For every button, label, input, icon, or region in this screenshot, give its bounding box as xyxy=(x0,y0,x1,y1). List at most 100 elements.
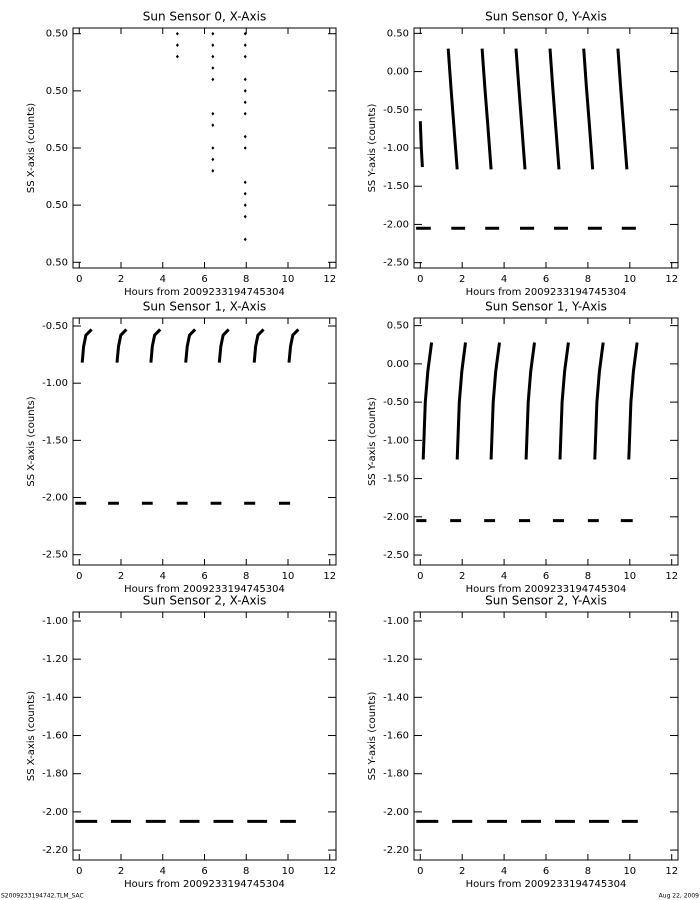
y-tick-label: 0.00 xyxy=(387,359,409,370)
x-tick-label: 6 xyxy=(543,866,549,877)
chart-title: Sun Sensor 1, Y-Axis xyxy=(485,300,607,314)
y-tick-label: -1.00 xyxy=(383,435,409,446)
y-tick-label: -1.50 xyxy=(42,435,68,446)
x-tick-label: 8 xyxy=(243,274,249,285)
x-tick-label: 6 xyxy=(201,274,207,285)
y-tick-label: -1.60 xyxy=(42,731,68,742)
y-tick-label: -1.80 xyxy=(42,769,68,780)
chart-title: Sun Sensor 1, X-Axis xyxy=(143,300,266,314)
x-tick-label: 0 xyxy=(417,866,423,877)
data-point xyxy=(211,157,215,162)
data-point xyxy=(243,77,247,82)
x-tick-label: 4 xyxy=(160,571,166,582)
y-tick-label: -1.00 xyxy=(42,616,68,627)
x-tick-label: 6 xyxy=(543,274,549,285)
data-point xyxy=(175,43,179,47)
x-tick-label: 4 xyxy=(501,274,507,285)
y-tick-label: -2.50 xyxy=(383,258,409,269)
data-point xyxy=(243,146,247,150)
data-point xyxy=(175,31,179,36)
x-tick-label: 2 xyxy=(459,274,465,285)
x-tick-label: 10 xyxy=(623,571,636,582)
y-tick-label: 0.50 xyxy=(46,257,68,268)
x-tick-label: 8 xyxy=(585,866,591,877)
data-point xyxy=(243,214,247,219)
x-tick-label: 10 xyxy=(623,274,636,285)
x-tick-label: 12 xyxy=(323,274,336,285)
x-tick-label: 6 xyxy=(201,866,207,877)
y-tick-label: 0.50 xyxy=(387,321,409,332)
data-point xyxy=(243,43,247,47)
data-trace xyxy=(416,48,636,230)
chart-title: Sun Sensor 0, Y-Axis xyxy=(485,10,607,24)
data-point xyxy=(211,66,215,70)
y-tick-label: -0.50 xyxy=(383,105,409,116)
y-axis-label: SS Y-axis (counts) xyxy=(367,103,378,192)
y-tick-label: -1.20 xyxy=(383,654,409,665)
data-point xyxy=(211,111,215,116)
data-point xyxy=(243,54,247,59)
x-tick-label: 8 xyxy=(585,274,591,285)
x-tick-label: 4 xyxy=(160,866,166,877)
data-point xyxy=(243,89,247,93)
x-tick-label: 0 xyxy=(417,274,423,285)
data-point xyxy=(243,134,247,139)
x-tick-label: 12 xyxy=(665,571,678,582)
data-point xyxy=(243,31,247,36)
y-tick-label: 0.00 xyxy=(387,67,409,78)
x-tick-label: 12 xyxy=(323,571,336,582)
y-axis-label: SS X-axis (counts) xyxy=(26,103,37,193)
y-tick-label: 0.50 xyxy=(46,29,68,40)
x-tick-label: 10 xyxy=(623,866,636,877)
x-axis-label: Hours from 2009233194745304 xyxy=(466,879,627,890)
y-tick-label: 0.50 xyxy=(46,86,68,97)
x-tick-label: 2 xyxy=(459,866,465,877)
data-trace xyxy=(416,342,639,523)
y-tick-label: -2.00 xyxy=(383,219,409,230)
x-tick-label: 4 xyxy=(501,571,507,582)
y-tick-label: -2.20 xyxy=(42,845,68,856)
y-tick-label: -1.60 xyxy=(383,731,409,742)
x-tick-label: 6 xyxy=(201,571,207,582)
y-tick-label: -1.50 xyxy=(383,181,409,192)
y-tick-label: -1.00 xyxy=(383,143,409,154)
data-point xyxy=(243,180,247,185)
x-tick-label: 0 xyxy=(76,866,82,877)
data-trace xyxy=(75,328,300,505)
x-tick-label: 12 xyxy=(665,274,678,285)
y-tick-label: -1.20 xyxy=(42,654,68,665)
data-point xyxy=(211,123,215,127)
data-point xyxy=(243,237,247,242)
x-tick-label: 4 xyxy=(160,274,166,285)
data-point xyxy=(175,54,179,59)
x-axis-label: Hours from 2009233194745304 xyxy=(124,879,285,890)
x-tick-label: 4 xyxy=(501,866,507,877)
x-tick-label: 2 xyxy=(118,274,124,285)
data-point xyxy=(243,111,247,116)
y-tick-label: -1.40 xyxy=(42,692,68,703)
y-tick-label: -2.00 xyxy=(42,807,68,818)
y-tick-label: -1.00 xyxy=(42,378,68,389)
x-tick-label: 0 xyxy=(76,571,82,582)
data-point xyxy=(211,146,215,150)
data-point xyxy=(211,169,215,173)
y-tick-label: -1.40 xyxy=(383,692,409,703)
y-tick-label: -2.00 xyxy=(42,493,68,504)
x-tick-label: 6 xyxy=(543,571,549,582)
y-tick-label: -2.50 xyxy=(383,550,409,561)
x-tick-label: 12 xyxy=(323,866,336,877)
y-tick-label: -1.80 xyxy=(383,769,409,780)
x-tick-label: 2 xyxy=(118,866,124,877)
chart-title: Sun Sensor 2, Y-Axis xyxy=(485,594,607,608)
y-tick-label: -1.00 xyxy=(383,616,409,627)
x-tick-label: 0 xyxy=(417,571,423,582)
data-point xyxy=(211,31,215,36)
footer-file: S2009233194742.TLM_SAC xyxy=(1,893,84,900)
y-tick-label: -0.50 xyxy=(42,321,68,332)
x-axis-label: Hours from 2009233194745304 xyxy=(466,287,627,298)
x-tick-label: 2 xyxy=(118,571,124,582)
y-tick-label: -2.00 xyxy=(383,807,409,818)
x-tick-label: 8 xyxy=(585,571,591,582)
